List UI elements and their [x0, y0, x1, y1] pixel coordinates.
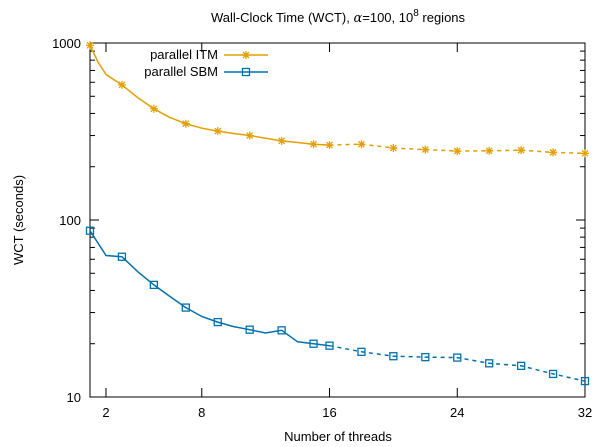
- legend-label: parallel ITM: [150, 47, 218, 62]
- data-point: [485, 359, 494, 368]
- data-point: [389, 352, 398, 361]
- data-point: [213, 317, 222, 327]
- x-tick-label: 24: [450, 405, 464, 420]
- data-point: [245, 325, 254, 334]
- data-point: [357, 140, 366, 149]
- series-line-dashed: [329, 344, 586, 382]
- data-point: [421, 145, 430, 154]
- data-point: [86, 41, 94, 50]
- x-tick-label: 8: [198, 405, 205, 420]
- data-point: [453, 147, 462, 156]
- data-point: [181, 303, 190, 312]
- data-point: [325, 141, 334, 150]
- data-point: [277, 326, 286, 335]
- data-point: [85, 226, 95, 235]
- chart-title: Wall-Clock Time (WCT), α=100, 108 region…: [211, 8, 466, 26]
- y-axis: 10 100 1000: [52, 36, 585, 405]
- data-point: [245, 131, 254, 140]
- data-point: [117, 252, 127, 261]
- data-point: [149, 280, 159, 290]
- legend-label: parallel SBM: [144, 64, 218, 79]
- y-tick-label: 1000: [52, 36, 81, 51]
- data-point: [181, 119, 190, 128]
- data-point: [309, 140, 318, 149]
- data-point: [549, 148, 558, 157]
- x-axis: 2 8 16 24 32: [102, 43, 592, 420]
- data-point: [453, 353, 462, 362]
- series-line-solid: [89, 230, 330, 347]
- data-point: [548, 369, 558, 379]
- legend-marker: [242, 51, 250, 59]
- data-point: [421, 352, 430, 362]
- data-point: [517, 146, 526, 155]
- x-tick-label: 16: [322, 405, 336, 420]
- data-point: [213, 127, 222, 136]
- legend-marker: [241, 67, 251, 77]
- data-point: [580, 376, 590, 386]
- x-tick-label: 2: [102, 405, 109, 420]
- plot-frame: [89, 42, 586, 398]
- data-point: [325, 341, 334, 350]
- x-tick-label: 32: [578, 405, 592, 420]
- data-point: [309, 339, 318, 348]
- series-layer: [85, 41, 590, 386]
- series-itm: [86, 41, 589, 158]
- x-axis-label: Number of threads: [284, 429, 392, 444]
- data-point: [117, 80, 126, 89]
- data-point: [277, 136, 286, 145]
- series-sbm: [85, 226, 590, 386]
- y-tick-label: 10: [67, 390, 81, 405]
- data-point: [516, 361, 526, 370]
- legend: parallel ITM parallel SBM: [144, 47, 268, 79]
- data-point: [485, 146, 494, 155]
- data-point: [581, 149, 589, 158]
- data-point: [389, 144, 398, 153]
- y-tick-label: 100: [59, 213, 81, 228]
- data-point: [357, 347, 366, 356]
- data-point: [149, 104, 158, 113]
- y-axis-label: WCT (seconds): [11, 175, 26, 265]
